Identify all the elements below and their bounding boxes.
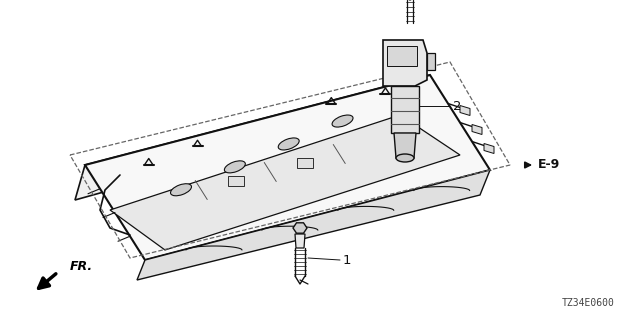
Polygon shape (137, 170, 490, 280)
Ellipse shape (396, 154, 414, 162)
Polygon shape (297, 158, 313, 168)
Ellipse shape (170, 184, 191, 196)
Polygon shape (383, 40, 427, 86)
Text: 1: 1 (343, 253, 351, 267)
Text: 2: 2 (453, 100, 461, 113)
Text: FR.: FR. (70, 260, 93, 273)
Polygon shape (293, 223, 307, 233)
Polygon shape (387, 46, 417, 66)
Polygon shape (460, 106, 470, 116)
Polygon shape (391, 86, 419, 133)
Polygon shape (472, 124, 482, 134)
Polygon shape (228, 176, 244, 186)
Polygon shape (75, 75, 430, 200)
Polygon shape (484, 143, 494, 154)
Polygon shape (295, 234, 305, 248)
Ellipse shape (278, 138, 299, 150)
Polygon shape (427, 53, 435, 70)
Ellipse shape (225, 161, 245, 173)
Text: TZ34E0600: TZ34E0600 (561, 298, 614, 308)
Ellipse shape (332, 115, 353, 127)
Polygon shape (110, 115, 460, 250)
Polygon shape (85, 75, 490, 260)
Polygon shape (394, 133, 416, 158)
Text: E-9: E-9 (538, 158, 560, 172)
